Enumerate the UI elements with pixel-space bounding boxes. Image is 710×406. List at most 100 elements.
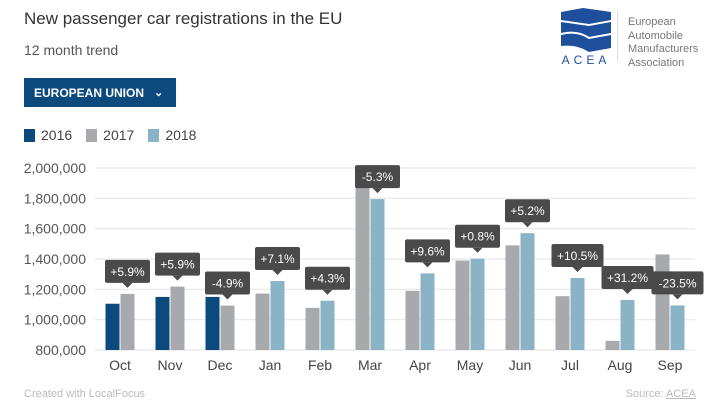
label-pointer: [472, 247, 483, 253]
x-tick-label: Apr: [409, 357, 431, 373]
bar-2018-Mar[interactable]: [370, 199, 385, 350]
bar-2017-Sep[interactable]: [655, 254, 670, 350]
label-box: [651, 271, 704, 295]
bar-label: +4.3%: [310, 272, 345, 286]
x-tick-label: Sep: [658, 357, 683, 373]
bar-2018-Aug[interactable]: [620, 299, 635, 350]
bar-2018-Jun[interactable]: [520, 233, 535, 350]
y-tick-label: 800,000: [35, 342, 86, 358]
label-pointer: [272, 269, 283, 275]
bar-2018-Apr[interactable]: [420, 273, 435, 350]
acea-logo: ACEA: [560, 8, 612, 66]
bar-2017-Oct[interactable]: [120, 293, 135, 350]
label-box: [155, 252, 200, 276]
source: Source: ACEA: [626, 388, 696, 400]
x-tick-label: Jun: [509, 357, 532, 373]
x-tick-label: Jul: [561, 357, 579, 373]
x-tick-label: Feb: [308, 357, 332, 373]
label-pointer: [672, 294, 683, 300]
bar-label: +7.1%: [260, 252, 295, 266]
y-tick-label: 1,800,000: [24, 190, 86, 206]
dropdown-label: EUROPEAN UNION: [34, 85, 145, 100]
label-pointer: [422, 262, 433, 268]
legend-swatch: [86, 128, 98, 142]
bar-2017-Jun[interactable]: [505, 245, 520, 350]
bar-2018-Jan[interactable]: [270, 280, 285, 350]
bar-2017-Jan[interactable]: [255, 293, 270, 350]
bar-2016-Dec[interactable]: [205, 296, 220, 350]
bar-2017-Apr[interactable]: [405, 290, 420, 350]
y-tick-label: 1,400,000: [24, 251, 86, 267]
label-pointer: [572, 266, 583, 272]
bar-2018-Feb[interactable]: [320, 300, 335, 350]
chart-subtitle: 12 month trend: [24, 42, 119, 58]
legend-item-2017[interactable]: 2017: [86, 127, 134, 143]
logo-line: Association: [628, 56, 685, 69]
legend-label: 2016: [41, 127, 73, 143]
source-link[interactable]: ACEA: [666, 388, 696, 400]
legend-swatch: [148, 128, 160, 142]
bar-label: +5.9%: [110, 265, 145, 279]
legend-label: 2018: [165, 127, 197, 143]
label-pointer: [172, 275, 183, 281]
bar-label: -23.5%: [658, 276, 696, 290]
x-tick-label: Aug: [608, 357, 633, 373]
legend-item-2016[interactable]: 2016: [24, 127, 72, 143]
label-pointer: [322, 289, 333, 295]
bar-label: -5.3%: [362, 170, 394, 184]
y-tick-label: 2,000,000: [24, 160, 86, 176]
bar-label: +10.5%: [557, 249, 598, 263]
bar-2018-May[interactable]: [470, 258, 485, 350]
bar-2017-Nov[interactable]: [170, 286, 185, 350]
chart-title: New passenger car registrations in the E…: [24, 9, 343, 28]
label-box: [205, 271, 250, 295]
label-box: [405, 239, 450, 263]
label-box: [355, 165, 400, 189]
legend-swatch: [24, 128, 35, 142]
label-box: [551, 243, 604, 267]
x-tick-label: Jan: [259, 357, 282, 373]
label-box: [105, 259, 150, 283]
bar-2017-Mar[interactable]: [355, 183, 370, 350]
region-dropdown[interactable]: EUROPEAN UNION ⌄: [24, 78, 176, 107]
x-tick-label: Oct: [109, 357, 131, 373]
source-label: Source:: [625, 388, 664, 400]
bar-label: -4.9%: [212, 277, 244, 291]
legend: 2016 2017 2018: [24, 127, 196, 143]
bar-2017-May[interactable]: [455, 260, 470, 350]
legend-item-2018[interactable]: 2018: [148, 127, 196, 143]
x-tick-label: Mar: [358, 357, 382, 373]
y-tick-label: 1,600,000: [24, 221, 86, 237]
y-tick-label: 1,200,000: [24, 281, 86, 297]
credit: Created with LocalFocus: [24, 388, 146, 400]
legend-label: 2017: [103, 127, 135, 143]
bar-2016-Nov[interactable]: [155, 296, 170, 350]
label-box: [505, 199, 550, 223]
bar-2017-Dec[interactable]: [220, 305, 235, 350]
y-tick-label: 1,000,000: [24, 312, 86, 328]
bar-2017-Aug[interactable]: [605, 340, 620, 350]
bar-label: +5.9%: [160, 258, 195, 272]
label-pointer: [222, 294, 233, 300]
label-box: [305, 266, 350, 290]
bar-2016-Oct[interactable]: [105, 303, 120, 350]
svg-text:ACEA: ACEA: [562, 53, 611, 66]
bar-2017-Feb[interactable]: [305, 307, 320, 350]
label-pointer: [372, 188, 383, 194]
logo-line: European: [628, 16, 676, 28]
label-pointer: [622, 288, 633, 294]
bar-label: +0.8%: [460, 230, 495, 244]
bar-2018-Jul[interactable]: [570, 277, 585, 350]
logo-divider: [617, 10, 618, 62]
logo-line: Automobile: [628, 29, 684, 42]
bar-label: +31.2%: [607, 271, 648, 285]
bar-2018-Sep[interactable]: [670, 305, 685, 350]
bar-2017-Jul[interactable]: [555, 296, 570, 350]
x-tick-label: Dec: [208, 357, 233, 373]
logo-text: European Automobile Manufacturers Associ…: [628, 16, 698, 70]
label-box: [601, 265, 654, 289]
bar-label: +5.2%: [510, 204, 545, 218]
label-box: [455, 224, 500, 248]
label-pointer: [522, 222, 533, 228]
